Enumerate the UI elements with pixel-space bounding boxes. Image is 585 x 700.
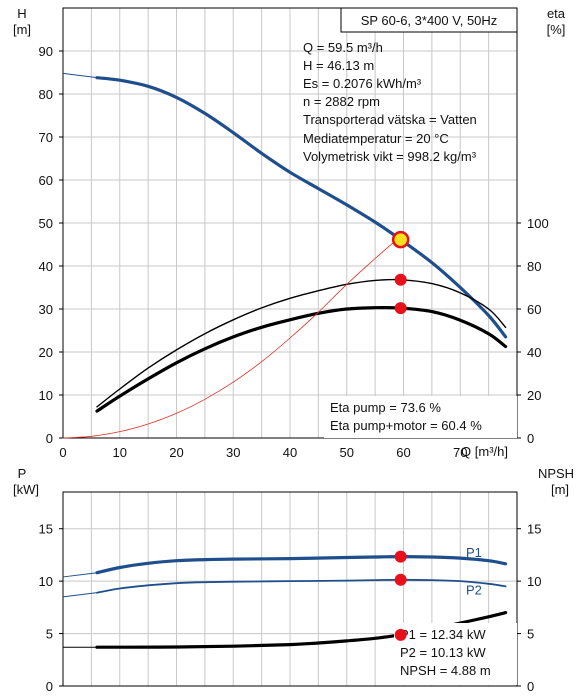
- y-tick-label-left: 0: [46, 679, 53, 694]
- y-tick-label-right: 80: [527, 259, 541, 274]
- bottom-chart-tick-labels: 0 5 10 15 0 5 10 15: [39, 522, 542, 694]
- y-tick-label-left: 40: [39, 259, 53, 274]
- y-tick-label-left: 10: [39, 388, 53, 403]
- duty-point-marker: [394, 302, 407, 315]
- series-label-p1: P1: [466, 545, 482, 560]
- top-chart-markers: [391, 230, 410, 315]
- curve-p2: [96, 578, 507, 594]
- eta-info-box: [324, 396, 517, 438]
- eta-axis-unit: [%]: [547, 22, 566, 37]
- top-chart-curves: [62, 72, 508, 439]
- head-extension: [62, 72, 98, 79]
- model-title: SP 60-6, 3*400 V, 50Hz: [361, 13, 498, 28]
- y-tick-label-left: 60: [39, 173, 53, 188]
- bottom-plot-frame: [62, 491, 518, 687]
- curve-eta-pump: [96, 278, 507, 408]
- y-tick-label-left: 15: [39, 522, 53, 537]
- power-info-box: [394, 623, 517, 685]
- y-tick-label-right: 40: [527, 345, 541, 360]
- y-tick-label-right: 5: [527, 627, 534, 642]
- duty-point-info: Q = 59.5 m³/h H = 46.13 m Es = 0.2076 kW…: [303, 40, 477, 164]
- power-axis-unit: [kW]: [13, 482, 39, 497]
- curve-system: [62, 233, 404, 439]
- p2-text: P2 = 10.13 kW: [400, 645, 486, 660]
- x-tick-label: 70: [453, 445, 467, 460]
- info-line: Q = 59.5 m³/h: [303, 40, 383, 55]
- y-tick-label-right: 0: [527, 679, 534, 694]
- y-tick-label-left: 90: [39, 44, 53, 59]
- model-box: [340, 7, 518, 33]
- x-tick-label: 40: [283, 445, 297, 460]
- operating-point-marker: [391, 230, 410, 249]
- curve-eta-pump-motor: [95, 306, 508, 413]
- duty-point-marker: [394, 550, 407, 563]
- npsh-axis-unit: [m]: [551, 482, 569, 497]
- series-label-p2: P2: [466, 583, 482, 598]
- curve-extension: [62, 592, 98, 598]
- p1-text: P1 = 12.34 kW: [400, 627, 486, 642]
- y-tick-label-left: 20: [39, 345, 53, 360]
- duty-point-marker: [394, 273, 407, 286]
- y-tick-label-left: 50: [39, 216, 53, 231]
- y-tick-label-right: 100: [527, 216, 549, 231]
- x-tick-label: 0: [59, 445, 66, 460]
- x-tick-label: 60: [396, 445, 410, 460]
- y-tick-label-right: 15: [527, 522, 541, 537]
- npsh-axis-label: NPSH: [538, 466, 574, 481]
- info-line: Volymetrisk vikt = 998.2 kg/m³: [303, 149, 477, 164]
- y-tick-label-left: 70: [39, 130, 53, 145]
- duty-point-marker: [394, 628, 407, 641]
- power-axis-label: P: [18, 466, 27, 481]
- info-line: Transporterad vätska = Vatten: [303, 112, 477, 127]
- eta-axis-label: eta: [547, 6, 566, 21]
- y-tick-label-left: 5: [46, 627, 53, 642]
- y-tick-label-right: 20: [527, 388, 541, 403]
- curve-p1: [95, 554, 508, 575]
- y-tick-label-left: 30: [39, 302, 53, 317]
- flow-axis-label: Q [m³/h]: [461, 444, 508, 459]
- y-tick-label-left: 10: [39, 574, 53, 589]
- info-line: Es = 0.2076 kWh/m³: [303, 76, 422, 91]
- info-line: Mediatemperatur = 20 °C: [303, 131, 449, 146]
- curve-h: [95, 76, 508, 339]
- head-axis-unit: [m]: [13, 22, 31, 37]
- x-tick-label: 20: [169, 445, 183, 460]
- y-tick-label-left: 80: [39, 87, 53, 102]
- curve-extension: [62, 572, 98, 578]
- y-tick-label-right: 0: [527, 431, 534, 446]
- info-line: n = 2882 rpm: [303, 94, 380, 109]
- y-tick-label-left: 0: [46, 431, 53, 446]
- x-tick-label: 30: [226, 445, 240, 460]
- top-chart-tick-labels: 0 10 20 30 40 50 60 70 80 90 0 20 40 60 80 100 0 10 20 30 40…: [39, 44, 549, 460]
- npsh-text: NPSH = 4.88 m: [400, 663, 491, 678]
- x-tick-label: 10: [113, 445, 127, 460]
- y-tick-label-right: 60: [527, 302, 541, 317]
- x-tick-label: 50: [340, 445, 354, 460]
- info-line: H = 46.13 m: [303, 58, 374, 73]
- head-axis-label: H: [17, 6, 26, 21]
- duty-point-marker: [394, 573, 407, 586]
- eta-pump-text: Eta pump = 73.6 %: [330, 400, 441, 415]
- y-tick-label-right: 10: [527, 574, 541, 589]
- bottom-chart-markers: [394, 550, 407, 641]
- eta-system-text: Eta pump+motor = 60.4 %: [330, 418, 482, 433]
- top-chart-grid: [63, 8, 517, 438]
